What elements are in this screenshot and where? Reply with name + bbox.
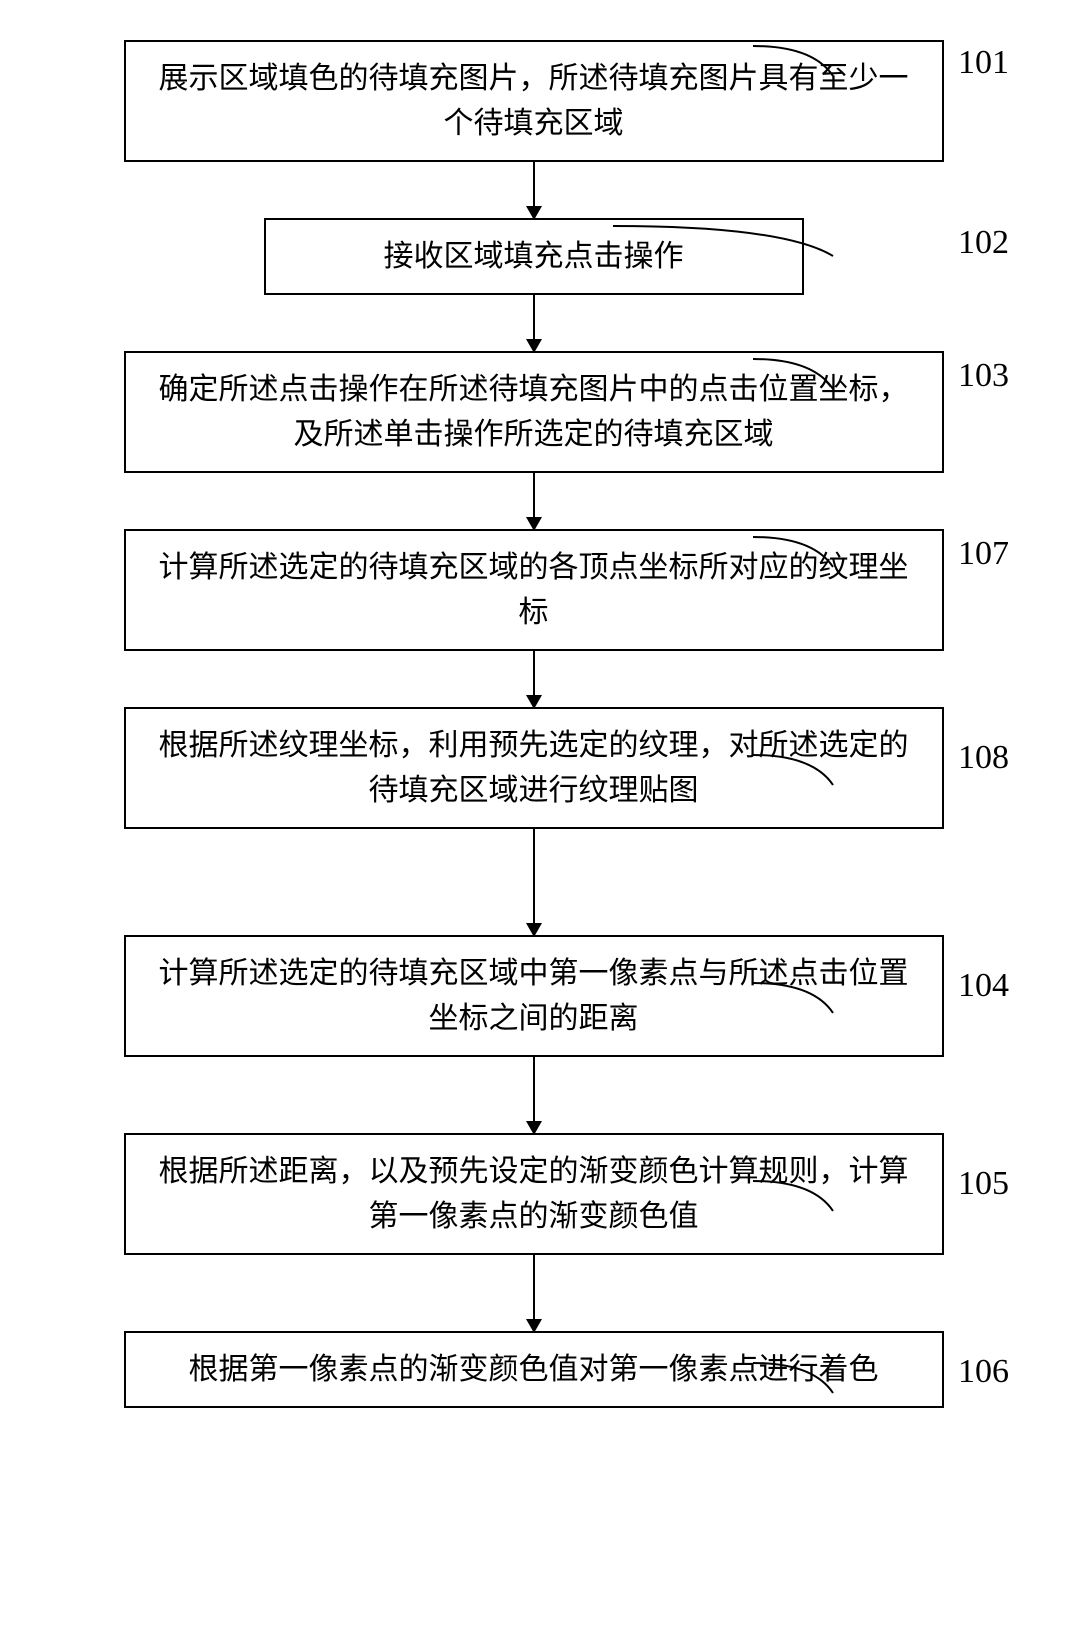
node-label: 106 (958, 1353, 1009, 1391)
node-label: 104 (958, 967, 1009, 1005)
flow-node-108: 根据所述纹理坐标，利用预先选定的纹理，对所述选定的待填充区域进行纹理贴图 108 (0, 707, 1067, 829)
flow-node-106: 根据第一像素点的渐变颜色值对第一像素点进行着色 106 (0, 1331, 1067, 1408)
flow-text: 根据所述距离，以及预先设定的渐变颜色计算规则，计算第一像素点的渐变颜色值 (146, 1149, 922, 1239)
flow-node-105: 根据所述距离，以及预先设定的渐变颜色计算规则，计算第一像素点的渐变颜色值 105 (0, 1133, 1067, 1255)
node-label: 103 (958, 357, 1009, 395)
flow-box: 接收区域填充点击操作 (264, 218, 804, 295)
flow-box: 计算所述选定的待填充区域中第一像素点与所述点击位置坐标之间的距离 (124, 935, 944, 1057)
flowchart-container: 展示区域填色的待填充图片，所述待填充图片具有至少一个待填充区域 101 接收区域… (0, 40, 1067, 1408)
node-label: 108 (958, 739, 1009, 777)
flow-node-107: 计算所述选定的待填充区域的各顶点坐标所对应的纹理坐标 107 (0, 529, 1067, 651)
flow-text: 计算所述选定的待填充区域的各顶点坐标所对应的纹理坐标 (146, 545, 922, 635)
arrow-down (0, 1253, 1067, 1333)
arrow-down (0, 471, 1067, 531)
flow-box: 根据所述距离，以及预先设定的渐变颜色计算规则，计算第一像素点的渐变颜色值 (124, 1133, 944, 1255)
node-label: 101 (958, 44, 1009, 82)
node-label: 107 (958, 535, 1009, 573)
arrow-down-long (0, 827, 1067, 937)
arrow-down (0, 160, 1067, 220)
flow-box: 确定所述点击操作在所述待填充图片中的点击位置坐标，及所述单击操作所选定的待填充区… (124, 351, 944, 473)
node-label: 105 (958, 1165, 1009, 1203)
flow-box: 计算所述选定的待填充区域的各顶点坐标所对应的纹理坐标 (124, 529, 944, 651)
flow-text: 接收区域填充点击操作 (384, 234, 684, 279)
flow-node-102: 接收区域填充点击操作 102 (0, 218, 1067, 295)
flow-box: 根据所述纹理坐标，利用预先选定的纹理，对所述选定的待填充区域进行纹理贴图 (124, 707, 944, 829)
flow-node-101: 展示区域填色的待填充图片，所述待填充图片具有至少一个待填充区域 101 (0, 40, 1067, 162)
flow-text: 计算所述选定的待填充区域中第一像素点与所述点击位置坐标之间的距离 (146, 951, 922, 1041)
flow-node-103: 确定所述点击操作在所述待填充图片中的点击位置坐标，及所述单击操作所选定的待填充区… (0, 351, 1067, 473)
arrow-down (0, 1055, 1067, 1135)
flow-box: 展示区域填色的待填充图片，所述待填充图片具有至少一个待填充区域 (124, 40, 944, 162)
arrow-down (0, 293, 1067, 353)
flow-text: 展示区域填色的待填充图片，所述待填充图片具有至少一个待填充区域 (146, 56, 922, 146)
flow-text: 根据第一像素点的渐变颜色值对第一像素点进行着色 (189, 1347, 879, 1392)
flow-text: 根据所述纹理坐标，利用预先选定的纹理，对所述选定的待填充区域进行纹理贴图 (146, 723, 922, 813)
arrow-down (0, 649, 1067, 709)
flow-box: 根据第一像素点的渐变颜色值对第一像素点进行着色 (124, 1331, 944, 1408)
flow-text: 确定所述点击操作在所述待填充图片中的点击位置坐标，及所述单击操作所选定的待填充区… (146, 367, 922, 457)
flow-node-104: 计算所述选定的待填充区域中第一像素点与所述点击位置坐标之间的距离 104 (0, 935, 1067, 1057)
node-label: 102 (958, 224, 1009, 262)
